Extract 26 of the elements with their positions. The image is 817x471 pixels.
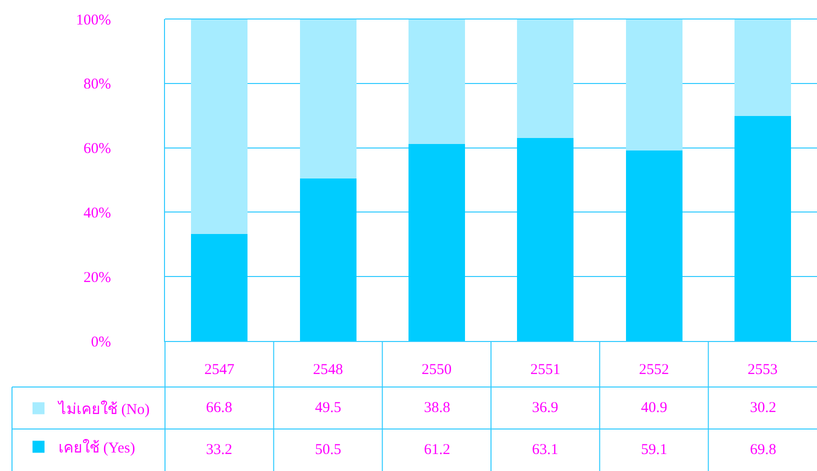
y-tick-label: 40% [84,205,111,222]
data-label: 63.1 [532,442,558,458]
y-tick-label: 0% [91,334,111,350]
x-tick-label: 2552 [639,362,669,378]
x-tick-label: 2550 [422,362,452,378]
x-tick-label: 2551 [530,362,560,378]
data-label: 69.8 [750,442,776,458]
data-label: 40.9 [641,400,668,416]
data-label: 61.2 [424,442,450,458]
data-label: 36.9 [532,400,558,416]
data-label: 50.5 [315,442,342,458]
data-label: 59.1 [641,442,668,458]
y-tick-label: 60% [84,141,111,158]
data-label: 38.8 [424,400,450,416]
x-tick-label: 2547 [204,362,235,378]
data-label: 30.2 [750,400,776,416]
data-label: 66.8 [206,400,232,416]
x-tick-label: 2553 [748,362,778,378]
data-label: 49.5 [315,400,342,416]
legend-label: เคยใช้ (Yes) [58,438,136,457]
y-tick-label: 20% [84,270,111,286]
data-label: 33.2 [206,442,232,458]
y-tick-label: 100% [76,12,111,28]
x-tick-label: 2548 [313,362,343,378]
y-tick-label: 80% [84,76,111,93]
legend-label: ไม่เคยใช้ (No) [58,400,150,418]
